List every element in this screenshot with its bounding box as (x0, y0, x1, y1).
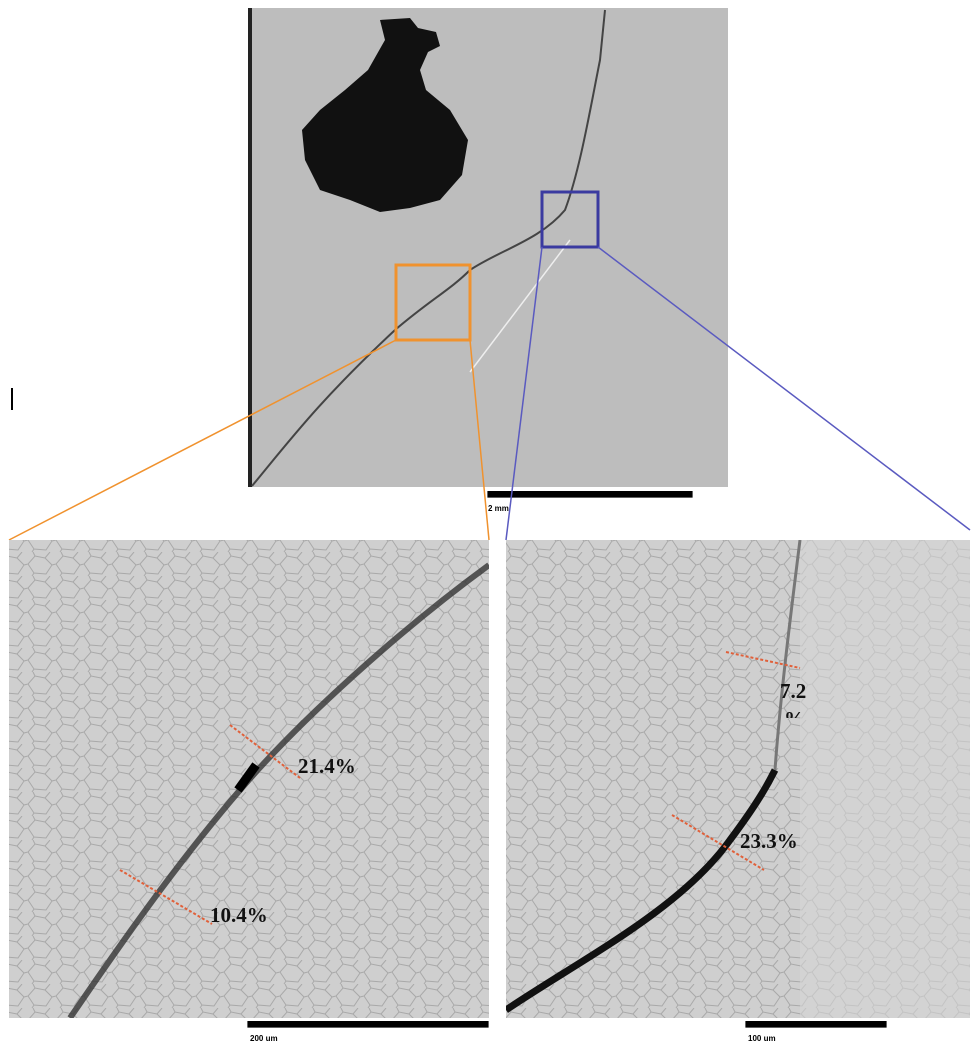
scale-bar (746, 1021, 886, 1027)
measurement: 23.3% (740, 829, 798, 853)
scale-bar (248, 1021, 488, 1027)
measurement: 21.4% (298, 754, 356, 778)
scale-label: 2 mm (488, 504, 509, 513)
overview-image (248, 8, 728, 487)
measurement: 7.2 (780, 679, 806, 703)
overview-scale-bar (488, 491, 692, 497)
figure: 2 mm 21.4% 10.4% 200 um 7.2 % 23.3% 100 … (0, 0, 972, 1047)
scale-label: 100 um (748, 1034, 776, 1043)
zoom-panel-right (506, 540, 970, 1018)
scale-label: 200 um (250, 1034, 278, 1043)
measurement: 10.4% (210, 903, 268, 927)
zoom-panel-left (9, 540, 489, 1018)
